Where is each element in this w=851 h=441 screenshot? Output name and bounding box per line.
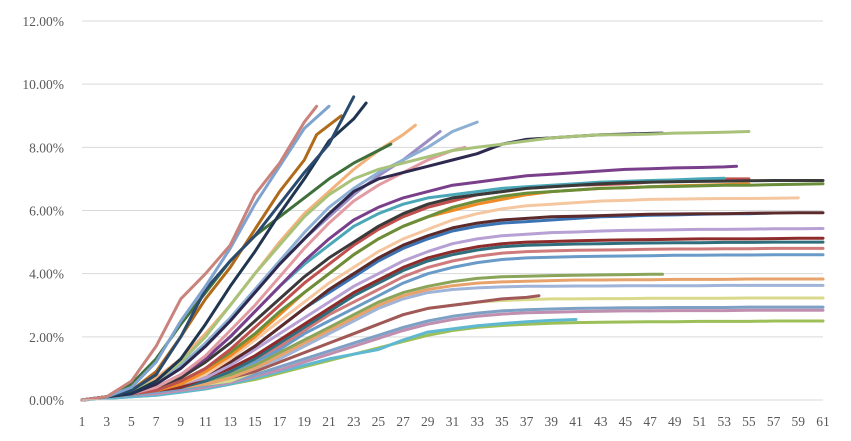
series-line-19 <box>80 196 800 402</box>
x-tick-label: 23 <box>347 414 361 429</box>
y-tick-label: 0.00% <box>29 393 64 408</box>
series-line-28 <box>80 277 825 402</box>
x-tick-label: 21 <box>322 414 336 429</box>
y-tick-label: 4.00% <box>29 267 64 282</box>
y-axis-tick-labels: 0.00% 2.00% 4.00% 6.00% 8.00% 10.00% 12.00% <box>22 14 64 408</box>
x-tick-label: 33 <box>470 414 484 429</box>
y-tick-label: 2.00% <box>29 330 64 345</box>
series-line-33 <box>80 308 825 402</box>
x-tick-label: 61 <box>816 414 830 429</box>
series-line-32 <box>80 305 825 402</box>
x-tick-label: 5 <box>128 414 135 429</box>
x-tick-label: 11 <box>199 414 212 429</box>
x-tick-label: 3 <box>103 414 110 429</box>
series-line-12 <box>80 145 467 402</box>
x-tick-label: 57 <box>767 414 781 429</box>
series-lines <box>80 95 825 402</box>
x-tick-label: 53 <box>717 414 731 429</box>
x-tick-label: 29 <box>421 414 435 429</box>
x-tick-label: 59 <box>792 414 806 429</box>
x-axis-tick-labels: 1 3 5 7 9 11 13 15 17 19 21 23 25 27 29 31 33 35 37 39 41 43 4… <box>79 414 830 429</box>
series-line-6 <box>80 130 751 402</box>
x-tick-label: 55 <box>742 414 756 429</box>
x-tick-label: 25 <box>372 414 386 429</box>
x-tick-label: 19 <box>298 414 312 429</box>
x-tick-label: 49 <box>668 414 682 429</box>
x-tick-label: 13 <box>223 414 237 429</box>
series-line-1 <box>80 104 319 402</box>
series-line-22 <box>80 227 825 402</box>
x-tick-label: 9 <box>177 414 184 429</box>
x-tick-label: 37 <box>520 414 534 429</box>
series-line-24 <box>80 240 825 402</box>
x-tick-label: 31 <box>446 414 460 429</box>
y-tick-label: 12.00% <box>22 14 64 29</box>
x-tick-label: 39 <box>545 414 559 429</box>
x-tick-label: 35 <box>495 414 509 429</box>
series-line-14 <box>80 179 825 402</box>
y-tick-label: 10.00% <box>22 77 64 92</box>
x-tick-label: 7 <box>153 414 160 429</box>
x-tick-label: 1 <box>79 414 86 429</box>
x-tick-label: 51 <box>693 414 707 429</box>
x-tick-label: 17 <box>273 414 287 429</box>
x-tick-label: 27 <box>396 414 410 429</box>
x-tick-label: 43 <box>594 414 608 429</box>
series-line-2 <box>80 104 331 402</box>
y-tick-label: 8.00% <box>29 140 64 155</box>
series-line-34 <box>80 318 578 402</box>
x-tick-label: 47 <box>643 414 657 429</box>
series-line-3 <box>80 95 356 402</box>
x-tick-label: 15 <box>248 414 262 429</box>
y-tick-label: 6.00% <box>29 204 64 219</box>
x-tick-label: 41 <box>569 414 583 429</box>
x-tick-label: 45 <box>619 414 633 429</box>
